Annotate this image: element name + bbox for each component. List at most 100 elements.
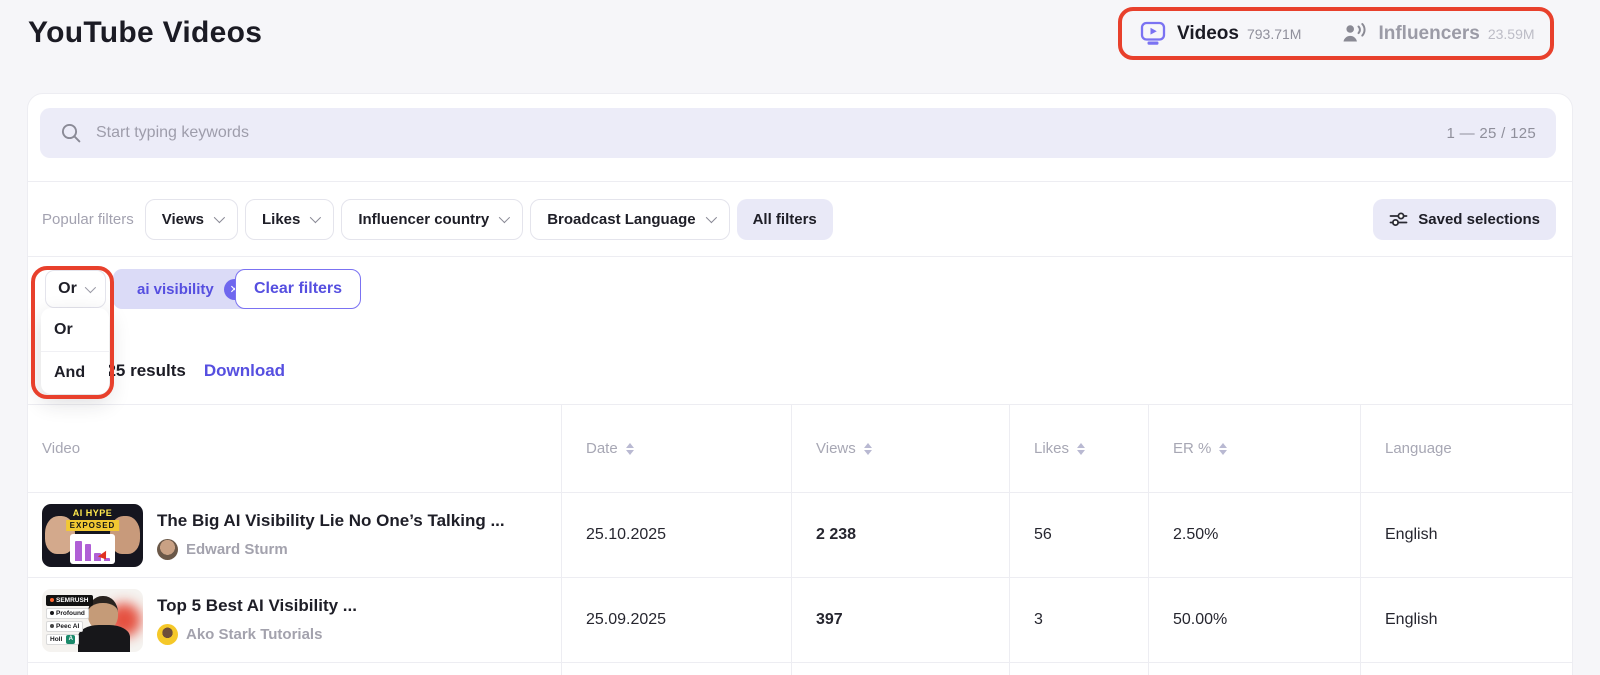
tab-influencers[interactable]: Influencers 23.59M <box>1341 22 1535 45</box>
filter-likes-dropdown[interactable]: Likes <box>244 198 335 240</box>
videos-table: Video Date Views Likes ER % Language <box>28 404 1572 675</box>
all-filters-label: All filters <box>752 210 817 228</box>
thumbnail-brand: SEMRUSH <box>46 594 93 606</box>
brand-logo-icon <box>50 624 54 628</box>
results-bar: 125 results Download <box>28 338 1572 404</box>
channel-name[interactable]: Edward Sturm <box>186 541 288 559</box>
header-views[interactable]: Views <box>791 405 1009 492</box>
video-title[interactable]: The Big AI Visibility Lie No One’s Talki… <box>157 510 505 530</box>
header-likes[interactable]: Likes <box>1009 405 1148 492</box>
likes-cell: 56 <box>1009 493 1148 577</box>
thumbnail-chart <box>70 533 115 564</box>
search-bar[interactable]: 1 — 25 / 125 <box>40 108 1556 158</box>
content-card: 1 — 25 / 125 Popular filters Views Likes… <box>27 93 1573 675</box>
video-thumbnail[interactable]: AI HYPE EXPOSED <box>42 503 143 567</box>
operator-option-and[interactable]: And <box>41 351 109 394</box>
filter-views-dropdown[interactable]: Views <box>144 198 238 240</box>
er-cell <box>1148 663 1360 675</box>
channel-avatar <box>157 539 178 561</box>
media-type-toggle-annotated: Videos 793.71M Influencers 23.59M <box>1118 7 1554 60</box>
operator-value: Or <box>58 280 77 297</box>
thumbnail-chart-bar <box>75 540 82 561</box>
influencer-speaker-icon <box>1341 22 1368 45</box>
table-header-row: Video Date Views Likes ER % Language <box>28 405 1572 492</box>
likes-cell: 3 <box>1009 578 1148 662</box>
table-row: SEMRUSH Profound Peec AI Holl A Top 5 Bes… <box>28 577 1572 662</box>
thumbnail-body <box>78 624 130 652</box>
tab-influencers-count: 23.59M <box>1487 25 1535 42</box>
chevron-down-icon <box>498 211 511 224</box>
chevron-down-icon <box>310 211 322 224</box>
thumbnail-chart-bar <box>94 552 101 561</box>
video-thumbnail[interactable]: SEMRUSH Profound Peec AI Holl A <box>42 588 143 652</box>
tab-videos-label: Videos <box>1177 22 1239 44</box>
header-date-label: Date <box>586 440 618 457</box>
thumbnail-brand-list: SEMRUSH Profound Peec AI Holl A <box>46 594 93 645</box>
channel-row: Edward Sturm <box>157 539 505 561</box>
results-count: 125 results <box>97 361 186 380</box>
header-likes-label: Likes <box>1034 440 1070 457</box>
filter-broadcast-language-label: Broadcast Language <box>547 210 696 228</box>
header-video-label: Video <box>42 440 81 457</box>
views-cell: 397 <box>791 578 1009 662</box>
header-er[interactable]: ER % <box>1148 405 1360 492</box>
tab-videos[interactable]: Videos 793.71M <box>1140 21 1301 47</box>
sort-icon[interactable] <box>863 442 872 455</box>
thumbnail-brand: Holl A <box>46 633 80 645</box>
filter-broadcast-language-dropdown[interactable]: Broadcast Language <box>530 198 730 240</box>
sliders-icon <box>1389 210 1408 228</box>
header-date[interactable]: Date <box>561 405 791 492</box>
sort-icon[interactable] <box>1077 442 1086 455</box>
channel-row: Ako Stark Tutorials <box>157 624 357 646</box>
thumbnail-brand: Peec AI <box>46 620 84 632</box>
search-icon <box>60 122 82 144</box>
views-cell <box>791 663 1009 675</box>
filter-influencer-country-dropdown[interactable]: Influencer country <box>341 198 524 240</box>
chevron-down-icon <box>705 211 717 224</box>
clear-filters-button[interactable]: Clear filters <box>235 269 362 309</box>
header-language: Language <box>1360 405 1572 492</box>
filter-likes-label: Likes <box>261 210 301 228</box>
operator-dropdown[interactable]: Or <box>45 270 106 308</box>
table-row: AI HYPE EXPOSED The Big AI Visibility Li… <box>28 492 1572 577</box>
date-cell <box>561 663 791 675</box>
header-language-label: Language <box>1385 440 1452 457</box>
likes-cell <box>1009 663 1148 675</box>
brand-logo-icon <box>50 611 54 615</box>
header-er-label: ER % <box>1173 440 1212 457</box>
language-cell: English <box>1360 493 1572 577</box>
thumbnail-chart-bar <box>103 557 110 561</box>
all-filters-button[interactable]: All filters <box>736 198 833 240</box>
applied-filters-row: ai visibility ✕ Clear filters Or Or And <box>28 256 1572 399</box>
thumbnail-face <box>88 595 118 630</box>
filters-row: Popular filters Views Likes Influencer c… <box>28 181 1572 256</box>
er-cell: 2.50% <box>1148 493 1360 577</box>
search-input[interactable] <box>96 124 1433 142</box>
download-link[interactable]: Download <box>203 361 286 380</box>
video-cell: SEMRUSH Profound Peec AI Holl A Top 5 Bes… <box>28 578 561 662</box>
header-views-label: Views <box>816 440 856 457</box>
tab-videos-count: 793.71M <box>1246 25 1302 42</box>
pagination-range: 1 — 25 / 125 <box>1446 124 1536 142</box>
saved-selections-button[interactable]: Saved selections <box>1373 198 1556 240</box>
thumbnail-chart-bar <box>84 543 91 561</box>
channel-name[interactable]: Ako Stark Tutorials <box>186 626 323 644</box>
date-cell: 25.09.2025 <box>561 578 791 662</box>
thumbnail-badge-text: AI HYPE <box>72 507 113 518</box>
views-cell: 2 238 <box>791 493 1009 577</box>
date-cell: 25.10.2025 <box>561 493 791 577</box>
sort-icon[interactable] <box>625 442 634 455</box>
page-title: YouTube Videos <box>28 16 263 49</box>
sort-icon[interactable] <box>1219 442 1228 455</box>
video-monitor-icon <box>1140 21 1167 47</box>
tab-influencers-label: Influencers <box>1378 22 1480 44</box>
operator-option-or[interactable]: Or <box>54 320 73 338</box>
brand-logo-icon: A <box>66 634 76 644</box>
thumbnail-badge-text: EXPOSED <box>65 519 120 531</box>
filter-influencer-country-label: Influencer country <box>358 210 490 228</box>
video-cell: AI HYPE EXPOSED The Big AI Visibility Li… <box>28 493 561 577</box>
video-cell <box>28 663 561 675</box>
language-cell: English <box>1360 578 1572 662</box>
popular-filters-label: Popular filters <box>42 210 134 228</box>
video-title[interactable]: Top 5 Best AI Visibility ... <box>157 595 357 615</box>
